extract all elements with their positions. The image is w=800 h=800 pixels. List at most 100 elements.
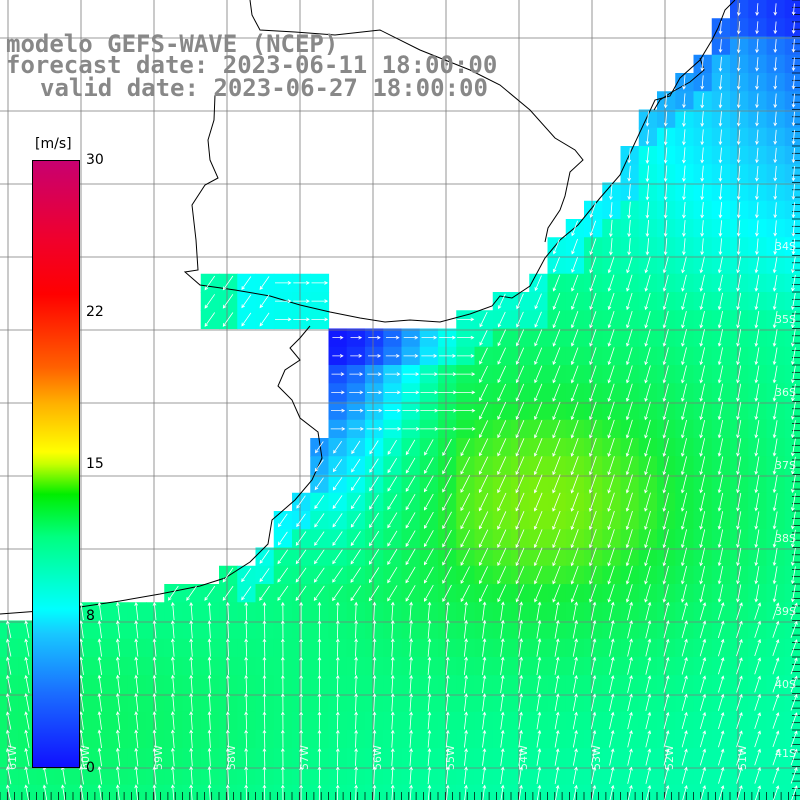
wind-cell — [127, 784, 147, 800]
wind-arrow — [350, 335, 363, 340]
wind-cell — [784, 219, 800, 238]
wind-cell — [0, 784, 19, 800]
wind-arrow — [681, 748, 688, 766]
wind-cell — [200, 273, 220, 293]
wind-arrow — [754, 438, 760, 457]
wind-arrow — [717, 511, 724, 530]
wind-arrow — [170, 620, 175, 639]
wind-arrow — [332, 531, 343, 546]
wind-arrow — [625, 474, 633, 494]
wind-arrow — [372, 711, 377, 730]
wind-arrow — [518, 766, 523, 785]
wind-arrow — [464, 693, 468, 712]
wind-arrow — [699, 638, 707, 657]
wind-arrow — [460, 529, 471, 548]
wind-arrow — [736, 602, 743, 620]
wind-arrow — [736, 274, 741, 292]
wind-arrow — [536, 748, 542, 766]
wind-arrow — [134, 638, 139, 657]
wind-arrow — [335, 638, 340, 657]
wind-cell — [784, 146, 800, 165]
wind-arrow — [390, 711, 395, 730]
wind-arrow — [222, 585, 234, 601]
wind-arrow — [500, 748, 505, 766]
wind-arrow — [152, 601, 157, 621]
wind-arrow — [497, 474, 507, 494]
wind-cell — [784, 730, 800, 749]
wind-cell — [711, 602, 731, 622]
wind-arrow — [682, 129, 686, 146]
wind-cell — [492, 310, 512, 330]
wind-arrow — [627, 675, 633, 693]
wind-arrow — [791, 147, 796, 164]
wind-arrow — [662, 274, 669, 292]
wind-arrow — [590, 601, 597, 621]
wind-arrow — [152, 711, 157, 730]
wind-arrow — [755, 75, 759, 90]
wind-arrow — [644, 401, 651, 421]
wind-arrow — [571, 238, 578, 255]
wind-arrow — [222, 312, 234, 327]
wind-arrow — [350, 494, 361, 510]
wind-arrow — [464, 656, 468, 675]
lat-label: 34S — [775, 240, 796, 253]
wind-arrow — [445, 619, 450, 639]
wind-arrow — [681, 675, 688, 693]
wind-arrow — [570, 584, 579, 603]
wind-arrow — [699, 420, 705, 439]
wind-arrow — [644, 492, 651, 512]
wind-arrow — [552, 347, 561, 365]
wind-cell — [328, 529, 348, 549]
wind-arrow — [424, 548, 434, 566]
wind-arrow — [390, 638, 395, 657]
wind-cell — [474, 511, 494, 530]
wind-cell — [438, 456, 457, 476]
wind-arrow — [662, 456, 669, 476]
wind-arrow — [6, 711, 12, 730]
wind-arrow — [482, 601, 487, 621]
wind-arrow — [533, 438, 543, 457]
lat-label: 41S — [775, 747, 796, 760]
wind-arrow — [366, 426, 383, 431]
wind-arrow — [386, 335, 400, 340]
wind-arrow — [736, 183, 741, 201]
wind-arrow — [6, 747, 12, 767]
wind-arrow — [207, 711, 212, 730]
wind-arrow — [331, 372, 345, 377]
wind-arrow — [644, 347, 651, 366]
wind-arrow — [299, 638, 304, 657]
wind-arrow — [534, 584, 543, 603]
wind-arrow — [464, 674, 468, 694]
wind-arrow — [421, 335, 438, 340]
wind-arrow — [6, 766, 12, 785]
wind-cell — [346, 456, 366, 476]
wind-arrow — [479, 584, 489, 603]
wind-arrow — [754, 730, 761, 748]
wind-arrow — [460, 566, 470, 584]
wind-arrow — [700, 165, 705, 182]
wind-arrow — [754, 329, 760, 347]
wind-cell — [383, 547, 403, 567]
wind-arrow — [354, 674, 358, 694]
wind-arrow — [681, 584, 687, 603]
wind-cell — [365, 456, 384, 476]
wind-arrow — [772, 292, 778, 311]
wind-arrow — [259, 312, 270, 327]
wind-arrow — [225, 656, 230, 675]
wind-arrow — [482, 638, 487, 657]
wind-arrow — [754, 620, 762, 638]
wind-arrow — [402, 372, 420, 377]
wind-arrow — [331, 390, 345, 395]
wind-arrow — [332, 585, 343, 602]
wind-arrow — [515, 420, 525, 439]
wind-arrow — [409, 748, 413, 766]
wind-cell — [310, 492, 330, 512]
wind-cell — [273, 584, 293, 603]
wind-arrow — [736, 547, 742, 567]
wind-arrow — [299, 693, 304, 712]
wind-cell — [547, 255, 567, 275]
wind-cell — [748, 748, 768, 768]
wind-arrow — [644, 274, 651, 292]
wind-cell — [310, 456, 330, 476]
wind-cell — [474, 346, 494, 366]
